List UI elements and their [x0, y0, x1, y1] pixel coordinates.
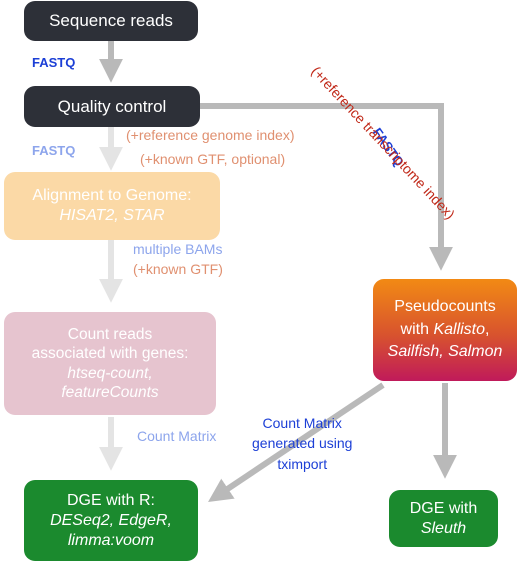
- label-fastq-2: FASTQ: [32, 143, 76, 158]
- node-dge-sleuth: DGE with Sleuth: [389, 490, 498, 547]
- node-alignment: Alignment to Genome: HISAT2, STAR: [4, 172, 220, 240]
- alignment-line1: Alignment to Genome:: [32, 187, 192, 204]
- label-ref-genome: (+reference genome index): [126, 127, 295, 143]
- alignment-line2: HISAT2, STAR: [59, 207, 165, 224]
- node-dge-r: DGE with R: DESeq2, EdgeR, limma:voom: [24, 480, 198, 561]
- pseudocounts-line2-suffix: ,: [485, 320, 490, 338]
- pseudocounts-line3: Sailfish, Salmon: [387, 343, 503, 361]
- count-reads-line1: Count reads: [67, 325, 153, 343]
- arrow-pseudocounts-to-dge-r: [208, 382, 385, 503]
- label-multiple-bams: multiple BAMs: [133, 241, 223, 257]
- pseudocounts-tool-kallisto: Kallisto: [433, 320, 486, 338]
- count-matrix-tx-line2: generated using: [252, 435, 353, 452]
- label-fastq-1: FASTQ: [32, 55, 76, 70]
- count-reads-line3: htseq-count,: [67, 364, 153, 382]
- count-matrix-tx-line3: tximport: [277, 455, 328, 472]
- pseudocounts-line1: Pseudocounts: [394, 298, 496, 316]
- count-reads-line4: featureCounts: [61, 383, 159, 401]
- pseudocounts-line2: with Kallisto,: [401, 319, 490, 341]
- count-matrix-tx-line1: Count Matrix: [262, 415, 342, 431]
- dge-sleuth-line2: Sleuth: [420, 519, 467, 537]
- label-known-gtf-optional: (+known GTF, optional): [140, 151, 286, 167]
- count-reads-line2: associated with genes:: [31, 345, 189, 363]
- label-known-gtf: (+known GTF): [133, 261, 223, 277]
- dge-r-line2: DESeq2, EdgeR,: [50, 511, 172, 529]
- node-quality-control: Quality control: [24, 86, 200, 127]
- label-count-matrix: Count Matrix: [137, 428, 217, 444]
- dge-r-line3: limma:voom: [67, 531, 155, 549]
- node-count-reads: Count reads associated with genes: htseq…: [4, 312, 216, 415]
- label-count-matrix-tximport: Count Matrix generated using tximport: [252, 413, 352, 474]
- pseudocounts-line2-prefix: with: [400, 320, 434, 338]
- dge-r-line1: DGE with R:: [66, 491, 155, 509]
- dge-sleuth-line1: DGE with: [409, 499, 478, 517]
- node-pseudocounts: Pseudocounts with Kallisto, Sailfish, Sa…: [373, 279, 517, 381]
- arrow-qc-to-pseudocounts: [200, 103, 453, 271]
- node-sequence-reads-label: Sequence reads: [49, 11, 173, 31]
- node-sequence-reads: Sequence reads: [24, 1, 198, 41]
- node-quality-control-label: Quality control: [57, 96, 167, 116]
